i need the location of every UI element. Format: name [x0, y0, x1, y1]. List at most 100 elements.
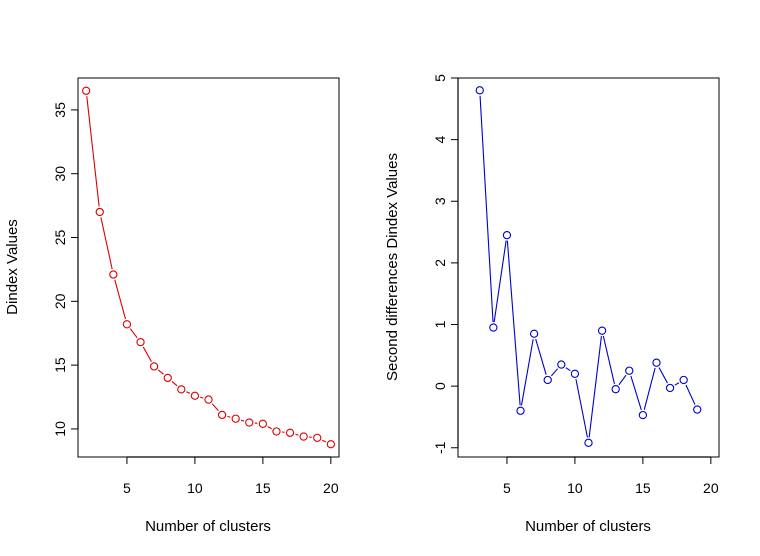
- data-point: [679, 375, 688, 385]
- x-tick-label: 20: [323, 480, 339, 496]
- data-point: [217, 410, 227, 420]
- data-point: [502, 230, 512, 240]
- series-segment: [295, 433, 299, 436]
- data-point: [163, 373, 172, 383]
- series-segment: [171, 381, 178, 387]
- data-point: [272, 427, 281, 436]
- series-segment: [506, 240, 521, 406]
- plot-frame: [77, 77, 340, 458]
- x-tick-label: 5: [503, 480, 511, 496]
- y-tick-label: 4: [432, 136, 448, 144]
- series-points: [475, 86, 702, 447]
- y-tick-label: 1: [432, 320, 448, 328]
- data-point: [625, 366, 634, 375]
- data-point: [475, 86, 484, 95]
- data-point: [258, 419, 268, 428]
- y-tick-label: 30: [52, 166, 68, 182]
- series-segment: [227, 415, 231, 418]
- data-point: [652, 358, 661, 367]
- y-axis-title: Second differences Dindex Values: [384, 153, 401, 381]
- data-point: [177, 385, 186, 394]
- data-point: [543, 375, 552, 385]
- series-segment: [479, 95, 494, 323]
- series-segment: [493, 240, 507, 323]
- x-tick-label: 15: [635, 480, 651, 496]
- data-point: [313, 433, 322, 443]
- y-tick-label: 10: [52, 421, 68, 437]
- x-tick-label: 5: [123, 480, 131, 496]
- series-lines: [86, 96, 327, 443]
- data-point: [597, 326, 607, 335]
- series-segment: [86, 96, 100, 207]
- data-point: [611, 385, 620, 394]
- series-segment: [685, 384, 696, 405]
- y-tick-label: 2: [432, 259, 448, 267]
- data-point: [245, 418, 254, 427]
- series-segment: [321, 439, 327, 443]
- data-point: [109, 270, 118, 279]
- x-tick-label: 10: [187, 480, 203, 496]
- data-point: [529, 329, 539, 338]
- data-point: [95, 207, 104, 217]
- data-point: [82, 86, 91, 95]
- data-point: [638, 410, 648, 420]
- series-segment: [200, 396, 204, 399]
- data-point: [584, 438, 593, 447]
- second-differences-panel: 5 10 15 20 -1 0 1 2 3 4 5 Number of clusters Seco…: [384, 74, 720, 535]
- series-segment: [550, 368, 559, 377]
- series-segment: [658, 367, 668, 384]
- series-segment: [157, 369, 164, 375]
- series-segment: [643, 367, 656, 410]
- y-tick-label: 15: [52, 357, 68, 373]
- series-segment: [575, 379, 588, 438]
- y-tick-label: 0: [432, 382, 448, 390]
- series-segment: [100, 217, 113, 270]
- data-point: [489, 323, 498, 332]
- series-points: [82, 86, 335, 449]
- data-point: [516, 406, 525, 415]
- y-tick-label: 35: [52, 102, 68, 118]
- data-point: [299, 432, 308, 441]
- y-tick-label: 25: [52, 230, 68, 246]
- data-point: [557, 360, 566, 369]
- data-point: [122, 320, 132, 329]
- y-tick-label: 5: [432, 74, 448, 82]
- y-axis: 10 15 20 25 30 35: [52, 102, 79, 437]
- series-segment: [588, 336, 602, 438]
- x-tick-label: 15: [255, 480, 271, 496]
- x-tick-label: 20: [703, 480, 719, 496]
- series-segment: [129, 328, 138, 339]
- data-point: [204, 395, 213, 404]
- y-tick-label: 20: [52, 293, 68, 309]
- data-point: [693, 405, 702, 414]
- data-point: [665, 383, 675, 393]
- data-point: [136, 338, 145, 347]
- series-segment: [630, 375, 642, 410]
- series-segment: [211, 403, 219, 412]
- data-point: [231, 414, 240, 423]
- plot-frame: [457, 77, 720, 458]
- series-segment: [674, 382, 680, 386]
- data-point: [190, 391, 200, 400]
- x-axis-title: Number of clusters: [525, 518, 651, 535]
- series-segment: [267, 426, 272, 430]
- y-tick-label: 3: [432, 197, 448, 205]
- series-segment: [240, 419, 245, 422]
- series-segment: [520, 339, 534, 406]
- x-axis: 5 10 15 20: [503, 456, 719, 496]
- series-segment: [535, 338, 547, 375]
- series-segment: [602, 335, 615, 384]
- y-tick-label: -1: [432, 441, 448, 454]
- series-lines: [479, 95, 696, 438]
- series-segment: [142, 346, 152, 362]
- data-point: [326, 440, 335, 449]
- series-segment: [618, 374, 627, 386]
- data-point: [570, 369, 580, 378]
- series-segment: [114, 279, 127, 320]
- x-tick-label: 10: [567, 480, 583, 496]
- series-segment: [186, 391, 191, 394]
- x-axis: 5 10 15 20: [123, 456, 339, 496]
- series-segment: [565, 367, 571, 372]
